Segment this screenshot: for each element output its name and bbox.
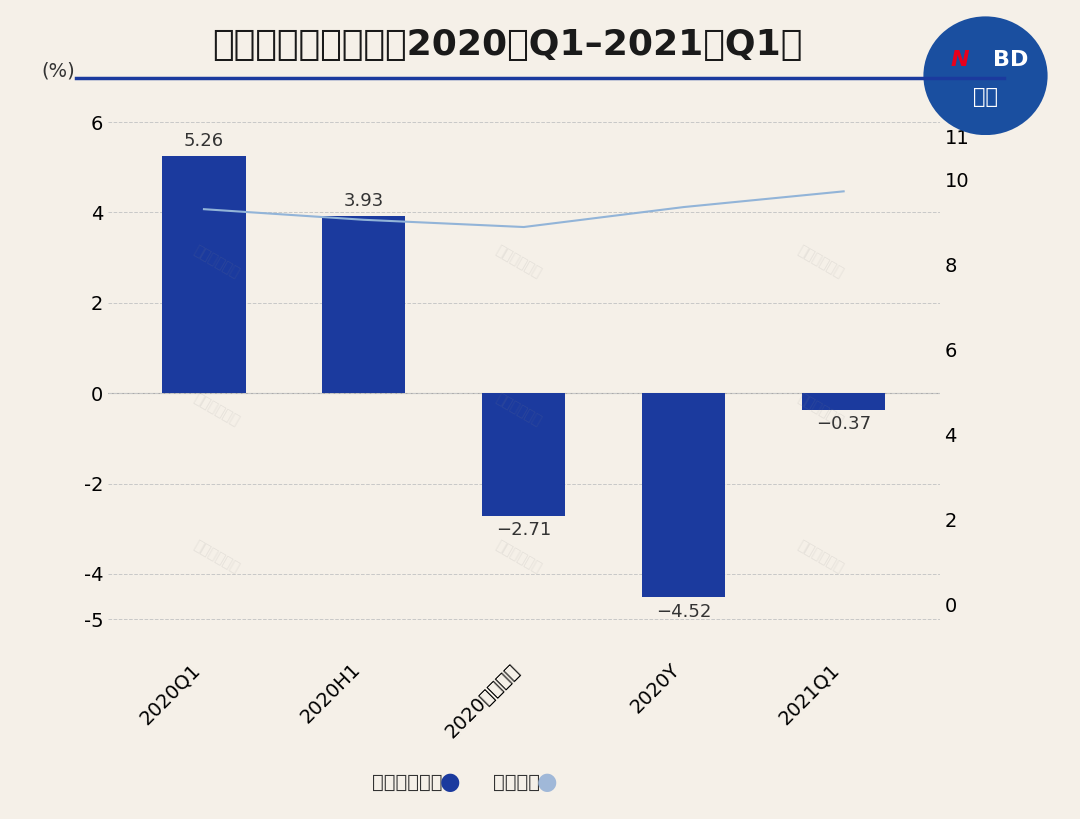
Text: 每日经济新闻: 每日经济新闻: [494, 391, 543, 428]
Text: 每日经济新闻: 每日经济新闻: [494, 538, 543, 576]
Text: 每日经济新闻: 每日经济新闻: [191, 243, 241, 281]
Text: (万户): (万户): [994, 61, 1032, 80]
Text: 每日经济新闻: 每日经济新闻: [494, 243, 543, 281]
Text: BD: BD: [993, 50, 1028, 70]
Text: 3.93: 3.93: [343, 192, 384, 210]
Bar: [322, 215, 405, 393]
Text: 每日经济新闻: 每日经济新闻: [796, 391, 846, 428]
Text: 5.26: 5.26: [184, 132, 224, 150]
Text: ●: ●: [537, 770, 558, 794]
Bar: [643, 393, 726, 597]
Bar: [802, 393, 886, 410]
Text: 户均数增长率: 户均数增长率: [373, 772, 443, 792]
Circle shape: [923, 16, 1048, 135]
Text: 每日经济新闻: 每日经济新闻: [191, 391, 241, 428]
Text: −0.37: −0.37: [816, 415, 872, 433]
Text: N: N: [950, 50, 970, 70]
Text: ●: ●: [440, 770, 461, 794]
Text: 数据: 数据: [973, 87, 998, 107]
Text: −4.52: −4.52: [656, 603, 712, 621]
Text: 每日经济新闻: 每日经济新闻: [191, 538, 241, 576]
Text: (%): (%): [41, 61, 76, 80]
Bar: [483, 393, 566, 516]
Bar: [162, 156, 245, 393]
Text: −2.71: −2.71: [496, 521, 552, 539]
Text: 股东户数: 股东户数: [492, 772, 540, 792]
Text: 每日经济新闻: 每日经济新闻: [796, 538, 846, 576]
Text: 每日经济新闻: 每日经济新闻: [796, 243, 846, 281]
Text: 宏达股份股东户数（2020年Q1–2021年Q1）: 宏达股份股东户数（2020年Q1–2021年Q1）: [213, 28, 802, 62]
